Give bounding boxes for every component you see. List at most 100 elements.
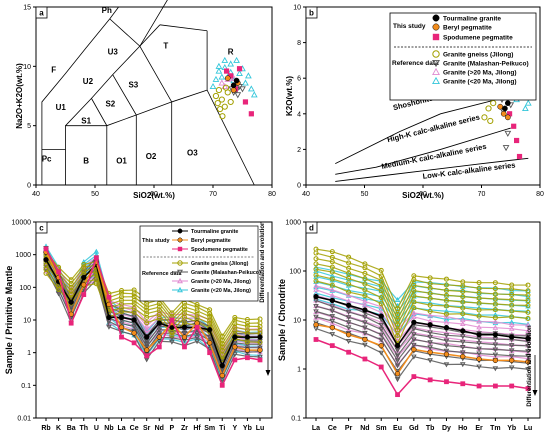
- data-point: [476, 285, 482, 291]
- data-point: [514, 137, 520, 144]
- data-point: [313, 314, 319, 320]
- data-point: [209, 82, 217, 90]
- data-point: [313, 282, 319, 288]
- data-point: [227, 60, 235, 67]
- data-point: [476, 351, 482, 357]
- data-point: [460, 362, 466, 368]
- field-label-s3: S3: [128, 81, 138, 90]
- y-tick-label: 10: [23, 318, 31, 325]
- data-point: [492, 337, 499, 343]
- y-tick-label: 6: [297, 76, 301, 83]
- data-point: [394, 342, 401, 349]
- data-point: [257, 347, 263, 353]
- series-line: [315, 258, 529, 322]
- data-point: [362, 290, 368, 296]
- data-point: [476, 332, 482, 338]
- y-tick-label: 8: [297, 40, 301, 47]
- data-point: [232, 344, 238, 350]
- series-line: [315, 316, 529, 367]
- legend-header: This study: [142, 238, 170, 244]
- data-point: [502, 105, 508, 112]
- data-point: [329, 277, 336, 283]
- data-point: [508, 321, 515, 327]
- legend-label: Granite (Malashan-Peikuco): [443, 61, 529, 68]
- x-tick-label: 80: [268, 191, 276, 198]
- y-tick-label: 10: [293, 318, 301, 325]
- data-point: [250, 91, 258, 98]
- data-point: [378, 350, 384, 356]
- data-point: [411, 313, 417, 319]
- data-point: [244, 331, 251, 337]
- data-point: [476, 300, 482, 306]
- data-point: [504, 114, 511, 121]
- data-point: [329, 249, 335, 255]
- data-point: [394, 371, 401, 377]
- data-point: [118, 324, 125, 330]
- x-tick-label: Yb: [243, 425, 252, 432]
- data-point: [427, 279, 433, 285]
- x-tick-label: Nd: [360, 425, 369, 432]
- data-point: [329, 297, 335, 304]
- data-point: [329, 269, 335, 275]
- legend-box: [389, 12, 537, 101]
- data-point: [131, 317, 137, 323]
- data-point: [525, 367, 531, 373]
- data-point: [492, 286, 498, 292]
- data-point: [239, 86, 246, 93]
- data-point: [411, 335, 417, 341]
- data-point: [524, 99, 532, 106]
- data-point: [395, 311, 401, 317]
- y-tick-label: 2: [297, 147, 301, 154]
- data-point: [522, 104, 529, 111]
- legend-label: Granite (Malashan-Peikuco): [191, 270, 261, 276]
- x-tick-label: Ce: [130, 425, 139, 432]
- field-label-pc: Pc: [42, 154, 52, 163]
- data-point: [206, 340, 213, 346]
- field-label-u1: U1: [56, 103, 67, 112]
- legend-label: Granite (<20 Ma, Jilong): [443, 79, 517, 86]
- series-line: [315, 263, 529, 327]
- data-point: [509, 302, 515, 308]
- data-point: [394, 363, 401, 369]
- series-line: [315, 305, 529, 352]
- data-point: [411, 354, 417, 360]
- y-tick-label: 100: [19, 285, 31, 292]
- data-point: [329, 282, 335, 288]
- data-point: [329, 304, 336, 310]
- panel-b-k2o-diagram: bShoshonite seriesHigh-K calc-alkaline s…: [285, 5, 544, 201]
- data-point: [508, 319, 515, 325]
- data-point: [346, 254, 352, 260]
- y-tick-label: 1: [297, 367, 301, 374]
- series-line: [45, 259, 260, 368]
- data-point: [143, 326, 150, 332]
- data-point: [362, 276, 368, 282]
- data-point: [131, 287, 137, 293]
- panel-d-ree-diagram: d 0.1 1 10 100 1000 La Ce Pr Nd Sm Eu Gd Tb Dy Ho Er Tm Yb…: [277, 220, 541, 432]
- data-point: [119, 288, 125, 294]
- data-point: [378, 319, 384, 325]
- data-point: [93, 248, 100, 254]
- data-point: [362, 287, 368, 293]
- data-point: [378, 332, 384, 338]
- legend-label: Beryl pegmatite: [443, 25, 492, 32]
- data-point: [427, 290, 433, 296]
- data-point: [156, 344, 162, 350]
- y-tick-label: 5: [27, 123, 31, 130]
- x-tick-label: Er: [475, 425, 483, 432]
- data-point: [427, 349, 433, 355]
- legend-marker: [177, 277, 183, 284]
- data-point: [236, 69, 243, 76]
- data-point: [182, 344, 187, 350]
- data-point: [443, 329, 450, 335]
- legend-label: Tourmaline granite: [443, 16, 501, 23]
- data-point: [460, 279, 466, 285]
- y-tick-label: 100: [289, 269, 301, 276]
- data-point: [427, 377, 433, 383]
- data-point: [257, 339, 263, 345]
- data-point: [257, 334, 263, 340]
- data-point: [476, 346, 482, 352]
- data-point: [131, 340, 137, 346]
- data-point: [492, 357, 499, 364]
- data-point: [443, 348, 450, 354]
- data-point: [411, 299, 417, 305]
